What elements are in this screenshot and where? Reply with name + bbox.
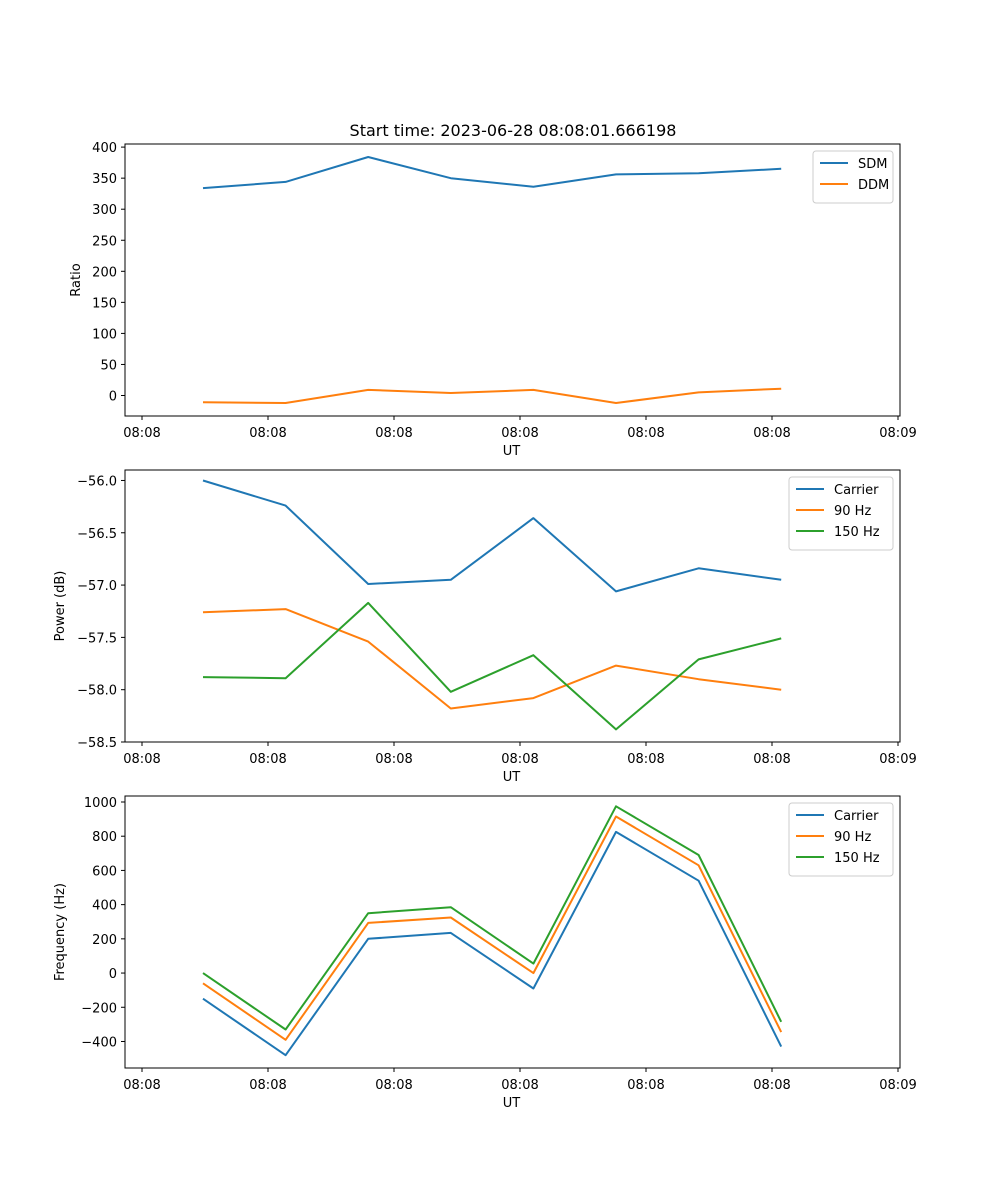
legend: Carrier 90 Hz 150 Hz — [788, 802, 894, 877]
series-line-150-hz — [202, 601, 782, 731]
y-tick-label: 300 — [92, 203, 117, 218]
series-line-carrier — [202, 830, 783, 1057]
x-tick-label: 08:09 — [879, 426, 916, 441]
x-tick-label: 08:09 — [879, 752, 916, 767]
x-tick-label: 08:08 — [627, 752, 664, 767]
legend-label: 90 Hz — [834, 504, 871, 519]
series-line-ddm — [202, 387, 782, 404]
y-tick-label: −58.0 — [77, 684, 117, 699]
y-tick-label: 200 — [92, 265, 117, 280]
legend-label: 150 Hz — [834, 525, 880, 540]
x-axis-label: UT — [503, 444, 521, 459]
legend-label: Carrier — [834, 483, 879, 498]
y-tick-label: −200 — [81, 1001, 117, 1016]
plots-container: 0 50 100 150 200 250 300 350 400 08:08 08:08 08:08 0… — [53, 141, 917, 1111]
x-tick-label: 08:08 — [375, 752, 412, 767]
axes-frame — [124, 795, 901, 1069]
x-tick-label: 08:08 — [249, 752, 286, 767]
y-tick-label: 1000 — [84, 796, 117, 811]
subplot-2: −58.5 −58.0 −57.5 −57.0 −56.5 −56.0 08:08 08:08… — [53, 469, 917, 785]
x-tick-label: 08:08 — [627, 426, 664, 441]
x-tick-label: 08:09 — [879, 1078, 916, 1093]
x-tick-label: 08:08 — [753, 426, 790, 441]
x-tick-label: 08:08 — [375, 426, 412, 441]
y-tick-label: 50 — [100, 358, 117, 373]
series-line-90-hz — [202, 815, 783, 1041]
y-tick-label: 150 — [92, 296, 117, 311]
legend-label: Carrier — [834, 809, 879, 824]
x-tick-label: 08:08 — [249, 426, 286, 441]
axes-frame — [124, 469, 901, 743]
y-tick-label: −56.5 — [77, 527, 117, 542]
series-line-150-hz — [202, 805, 783, 1031]
legend: SDM DDM — [812, 150, 894, 204]
series-line-sdm — [202, 156, 782, 190]
y-tick-label: 0 — [109, 967, 117, 982]
x-tick-label: 08:08 — [249, 1078, 286, 1093]
x-tick-label: 08:08 — [501, 1078, 538, 1093]
y-tick-label: −400 — [81, 1035, 117, 1050]
subplot-3: −400 −200 0 200 400 600 800 1000 08:08 08:08 08:08… — [53, 795, 917, 1111]
x-tick-label: 08:08 — [627, 1078, 664, 1093]
y-tick-label: 250 — [92, 234, 117, 249]
y-tick-label: −56.0 — [77, 474, 117, 489]
y-axis-label: Frequency (Hz) — [53, 883, 68, 981]
x-axis-label: UT — [503, 770, 521, 785]
figure-title: Start time: 2023-06-28 08:08:01.666198 — [350, 121, 677, 140]
legend-label: 150 Hz — [834, 851, 880, 866]
x-tick-label: 08:08 — [501, 426, 538, 441]
x-tick-label: 08:08 — [123, 1078, 160, 1093]
series-line-90-hz — [202, 608, 782, 710]
y-tick-label: 200 — [92, 933, 117, 948]
y-tick-label: 100 — [92, 327, 117, 342]
y-tick-label: −57.5 — [77, 631, 117, 646]
x-tick-label: 08:08 — [753, 1078, 790, 1093]
x-tick-label: 08:08 — [123, 752, 160, 767]
x-tick-label: 08:08 — [501, 752, 538, 767]
y-tick-label: 350 — [92, 172, 117, 187]
y-tick-label: 0 — [109, 390, 117, 405]
y-axis-label: Ratio — [69, 263, 84, 296]
subplot-1: 0 50 100 150 200 250 300 350 400 08:08 08:08 08:08 0… — [69, 141, 917, 459]
x-axis-label: UT — [503, 1096, 521, 1111]
legend: Carrier 90 Hz 150 Hz — [788, 476, 894, 551]
series-line-carrier — [202, 479, 782, 593]
axes-frame — [124, 143, 901, 417]
y-tick-label: 400 — [92, 141, 117, 156]
legend-label: SDM — [858, 157, 887, 172]
x-tick-label: 08:08 — [753, 752, 790, 767]
y-tick-label: −58.5 — [77, 736, 117, 751]
x-tick-label: 08:08 — [123, 426, 160, 441]
legend-label: 90 Hz — [834, 830, 871, 845]
y-tick-label: 800 — [92, 830, 117, 845]
y-axis-label: Power (dB) — [53, 571, 68, 642]
y-tick-label: 400 — [92, 899, 117, 914]
x-tick-label: 08:08 — [375, 1078, 412, 1093]
y-tick-label: 600 — [92, 864, 117, 879]
y-tick-label: −57.0 — [77, 579, 117, 594]
legend-label: DDM — [858, 178, 889, 193]
